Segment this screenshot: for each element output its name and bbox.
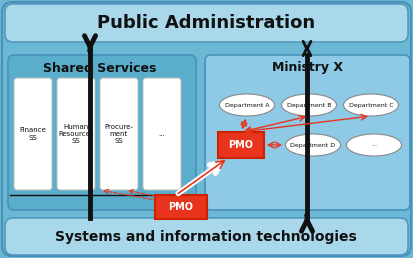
Text: PMO: PMO: [228, 140, 254, 150]
Text: Public Administration: Public Administration: [97, 14, 315, 32]
Ellipse shape: [219, 94, 275, 116]
Ellipse shape: [344, 94, 399, 116]
Text: Department A: Department A: [225, 102, 269, 108]
Text: Department D: Department D: [290, 142, 335, 148]
FancyBboxPatch shape: [14, 78, 52, 190]
Ellipse shape: [282, 94, 337, 116]
FancyBboxPatch shape: [100, 78, 138, 190]
FancyBboxPatch shape: [57, 78, 95, 190]
Text: PMO: PMO: [169, 202, 194, 212]
Text: Systems and information technologies: Systems and information technologies: [55, 230, 357, 244]
FancyBboxPatch shape: [205, 55, 410, 210]
Text: Shared Services: Shared Services: [43, 61, 157, 75]
Text: Ministry X: Ministry X: [271, 61, 342, 75]
Ellipse shape: [347, 134, 401, 156]
Text: ...: ...: [159, 131, 165, 137]
Text: Finance
SS: Finance SS: [19, 127, 46, 141]
Text: ...: ...: [371, 142, 377, 148]
Text: Department C: Department C: [349, 102, 393, 108]
FancyBboxPatch shape: [8, 55, 196, 210]
Text: Department B: Department B: [287, 102, 331, 108]
FancyBboxPatch shape: [143, 78, 181, 190]
Text: Procure-
ment
SS: Procure- ment SS: [104, 124, 133, 144]
Ellipse shape: [285, 134, 340, 156]
Bar: [218, 132, 264, 158]
FancyBboxPatch shape: [2, 2, 411, 256]
Bar: [155, 195, 207, 219]
FancyBboxPatch shape: [5, 4, 408, 42]
Text: Human
Resources
SS: Human Resources SS: [58, 124, 94, 144]
FancyBboxPatch shape: [5, 218, 408, 255]
